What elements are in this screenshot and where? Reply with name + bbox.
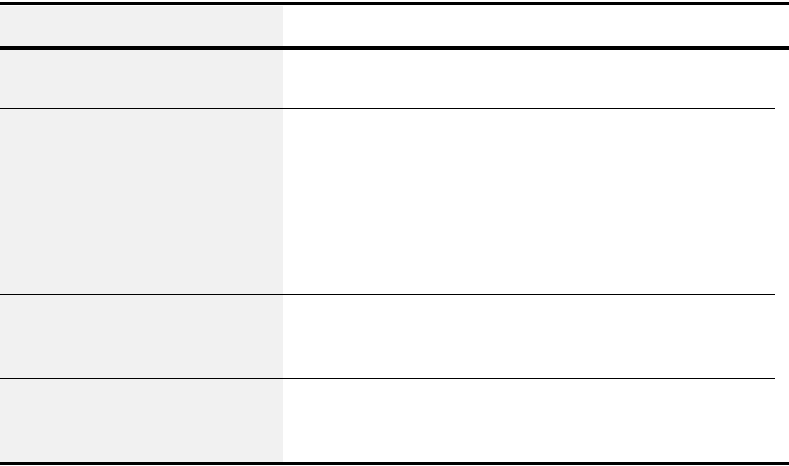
row-2-cell-left <box>0 109 283 294</box>
row-1-cell-left <box>0 50 283 108</box>
row-4-cell-left <box>0 379 283 462</box>
top-rule <box>0 2 789 5</box>
row-divider <box>0 108 775 109</box>
row-divider <box>0 378 775 379</box>
header-rule <box>0 46 789 50</box>
row-3-cell-left <box>0 295 283 378</box>
bottom-rule <box>0 462 789 465</box>
header-cell-left <box>0 6 283 46</box>
row-divider <box>0 294 775 295</box>
